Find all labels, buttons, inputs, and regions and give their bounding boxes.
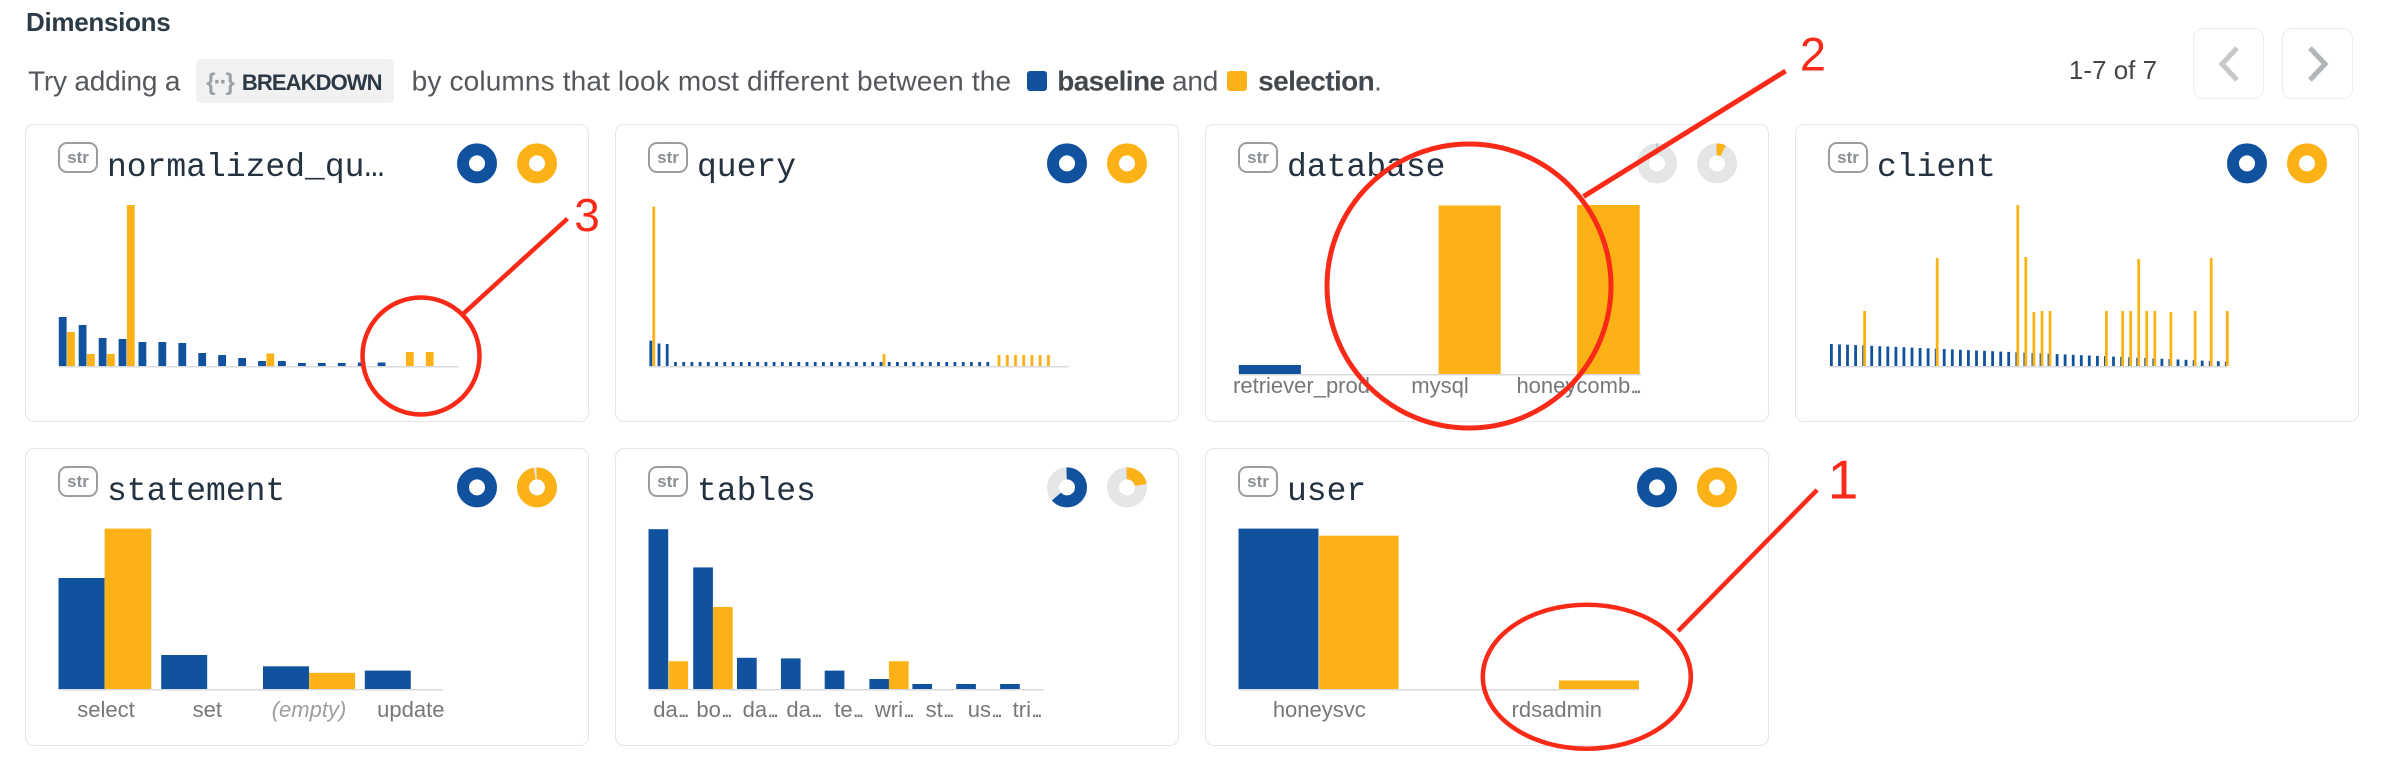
svg-text:1: 1 xyxy=(1828,449,1859,511)
svg-text:2: 2 xyxy=(1800,28,1826,81)
